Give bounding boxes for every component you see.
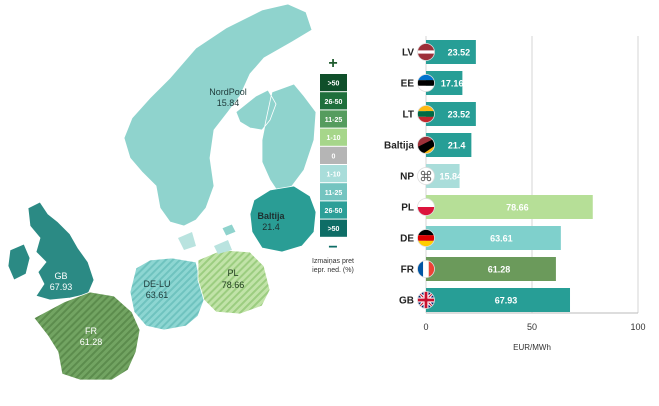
europe-map: NordPool 15.84 Baltija 21.4 GB 67.93 DE-…	[7, 3, 317, 381]
region-value-fr: 61.28	[80, 337, 103, 347]
region-name-nordpool: NordPool	[209, 87, 247, 97]
legend-label: 1-10	[326, 172, 340, 179]
bar	[426, 226, 561, 250]
legend-swatch	[320, 74, 347, 92]
legend-swatch	[320, 183, 347, 201]
category-label: PL	[401, 203, 414, 214]
region-value-pl: 78.66	[222, 280, 245, 290]
bar-value-label: 15.84	[440, 172, 463, 182]
region-shape-pl	[197, 249, 271, 315]
flag-lt-icon	[417, 105, 435, 123]
region-name-pl: PL	[227, 268, 238, 278]
flag-baltics-icon	[417, 136, 435, 154]
region-shape-nordpool	[123, 3, 317, 237]
category-label: EE	[401, 79, 415, 90]
legend-swatch	[320, 219, 347, 237]
region-name-fr: FR	[85, 326, 97, 336]
legend-plus: +	[328, 55, 337, 72]
region-shape-fr	[33, 291, 141, 381]
legend-swatch	[320, 92, 347, 110]
flag-lv-icon	[417, 43, 435, 61]
legend-swatch	[320, 146, 347, 164]
region-name-baltija: Baltija	[257, 211, 285, 221]
legend-label: 26-50	[325, 99, 343, 106]
legend-swatch	[320, 110, 347, 128]
category-label: FR	[401, 265, 415, 276]
bar-value-label: 63.61	[490, 234, 513, 244]
bar-value-label: 78.66	[506, 203, 529, 213]
flag-fr-icon	[417, 260, 435, 278]
region-shape-misc	[178, 232, 232, 254]
legend-swatch	[320, 165, 347, 183]
category-label: DE	[400, 234, 414, 245]
category-label: LV	[402, 48, 414, 59]
region-value-de-lu: 63.61	[146, 290, 169, 300]
bar	[426, 257, 556, 281]
bar-value-label: 17.16	[441, 79, 464, 89]
region-value-gb: 67.93	[50, 282, 73, 292]
flag-ee-icon	[417, 74, 435, 92]
bar	[426, 195, 593, 219]
bar-value-label: 23.52	[448, 110, 471, 120]
flag-gb-icon	[417, 291, 435, 309]
bar	[426, 288, 571, 312]
region-value-nordpool: 15.84	[217, 98, 240, 108]
region-name-gb: GB	[54, 271, 67, 281]
chart-bars: LV 23.52 EE 17.16 LT 23.52 Baltija 21.4 NP 15.84 P…	[384, 40, 593, 312]
bar-value-label: 67.93	[495, 296, 518, 306]
category-label: GB	[399, 296, 414, 307]
x-tick-label: 0	[423, 322, 428, 332]
bar-value-label: 21.4	[448, 141, 466, 151]
region-value-baltija: 21.4	[262, 222, 280, 232]
legend-swatch	[320, 201, 347, 219]
legend-swatch	[320, 128, 347, 146]
category-label: LT	[403, 110, 414, 121]
legend-label: 26-50	[325, 208, 343, 215]
region-shape-de-lu	[129, 257, 205, 331]
legend-items: >50 26-50 11-25 1-10 0 1-10 11-25 26-50 >50	[320, 74, 347, 237]
legend-caption-line1: Izmaiņas pret	[312, 258, 354, 265]
legend-label: 11-25	[325, 117, 343, 124]
category-label: Baltija	[384, 141, 414, 152]
legend-label: >50	[328, 81, 340, 88]
legend-minus: −	[328, 239, 337, 256]
legend-label: 11-25	[325, 190, 343, 197]
bar-value-label: 23.52	[448, 48, 471, 58]
legend-caption-line2: iepr. ned. (%)	[312, 267, 354, 274]
flag-pl-icon	[417, 198, 435, 216]
category-label: NP	[400, 172, 414, 183]
region-shape-baltija	[249, 185, 317, 253]
region-name-de-lu: DE-LU	[143, 279, 170, 289]
legend-label: 0	[332, 153, 336, 160]
bar-value-label: 61.28	[488, 265, 511, 275]
legend-label: >50	[328, 226, 340, 233]
x-tick-label: 50	[527, 322, 537, 332]
x-axis-label: EUR/MWh	[513, 343, 551, 352]
flag-de-icon	[417, 229, 435, 247]
x-tick-label: 100	[630, 322, 645, 332]
legend-label: 1-10	[326, 135, 340, 142]
bar-chart: LV 23.52 EE 17.16 LT 23.52 Baltija 21.4 NP 15.84 P…	[384, 36, 646, 352]
region-shape-gb	[7, 201, 95, 301]
map-labels: NordPool 15.84 Baltija 21.4 GB 67.93 DE-…	[50, 87, 286, 347]
flag-nordpool-icon	[417, 167, 435, 185]
chart-x-ticks: 0 50 100	[423, 322, 645, 332]
